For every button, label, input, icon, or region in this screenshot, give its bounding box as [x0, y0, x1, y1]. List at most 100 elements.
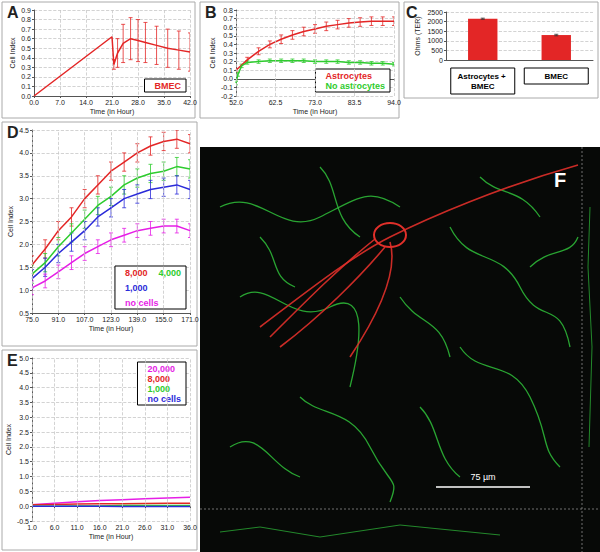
svg-text:20,000: 20,000: [147, 364, 175, 374]
svg-text:4.5: 4.5: [19, 127, 29, 134]
svg-text:1,000: 1,000: [125, 283, 148, 293]
svg-text:1,000: 1,000: [147, 384, 170, 394]
svg-text:0.7: 0.7: [223, 15, 233, 22]
svg-text:Time (in Hour): Time (in Hour): [293, 108, 337, 116]
svg-text:0: 0: [439, 57, 443, 64]
svg-text:28.0: 28.0: [131, 99, 145, 106]
svg-text:21.0: 21.0: [115, 524, 129, 531]
svg-text:4.0: 4.0: [19, 384, 29, 391]
svg-text:1000: 1000: [427, 37, 443, 44]
svg-text:0.6: 0.6: [223, 24, 233, 31]
svg-text:11.0: 11.0: [71, 524, 84, 531]
svg-text:155.0: 155.0: [155, 316, 173, 323]
svg-text:16.0: 16.0: [93, 524, 107, 531]
svg-text:Cell Index: Cell Index: [9, 37, 16, 69]
svg-text:500: 500: [431, 47, 443, 54]
svg-text:42.0: 42.0: [183, 99, 197, 106]
svg-text:3.0: 3.0: [19, 414, 29, 421]
svg-text:0.7: 0.7: [21, 26, 31, 33]
svg-text:2.0: 2.0: [19, 443, 29, 450]
svg-text:75.0: 75.0: [25, 316, 39, 323]
svg-text:36.0: 36.0: [183, 524, 197, 531]
svg-text:no cells: no cells: [125, 298, 159, 308]
svg-text:1.0: 1.0: [19, 287, 29, 294]
svg-text:8,000: 8,000: [147, 374, 170, 384]
svg-text:7.0: 7.0: [55, 99, 65, 106]
svg-text:91.0: 91.0: [52, 316, 66, 323]
svg-text:107.0: 107.0: [76, 316, 94, 323]
svg-text:0.4: 0.4: [223, 41, 233, 48]
svg-text:BMEC: BMEC: [544, 72, 568, 81]
svg-text:A: A: [7, 4, 19, 21]
svg-text:5.0: 5.0: [19, 355, 29, 362]
svg-text:Cell Index: Cell Index: [209, 37, 216, 69]
svg-text:0.5: 0.5: [223, 32, 233, 39]
svg-text:Astrocytes +: Astrocytes +: [458, 72, 508, 81]
svg-text:8,000: 8,000: [125, 268, 148, 278]
svg-text:1.5: 1.5: [19, 264, 29, 271]
svg-text:21.0: 21.0: [105, 99, 119, 106]
svg-text:2500: 2500: [427, 9, 443, 16]
svg-text:171.0: 171.0: [181, 316, 199, 323]
svg-text:0.1: 0.1: [21, 83, 31, 90]
svg-text:14.0: 14.0: [79, 99, 93, 106]
svg-text:1.5: 1.5: [19, 458, 29, 465]
svg-text:139.0: 139.0: [129, 316, 147, 323]
svg-text:Time (in Hour): Time (in Hour): [90, 108, 134, 116]
svg-text:0.0: 0.0: [29, 99, 39, 106]
svg-text:31.0: 31.0: [161, 524, 175, 531]
svg-text:4,000: 4,000: [158, 268, 181, 278]
svg-text:94.0: 94.0: [387, 99, 401, 106]
svg-text:0.0: 0.0: [19, 503, 29, 510]
svg-text:0.3: 0.3: [223, 50, 233, 57]
svg-text:1.0: 1.0: [27, 524, 37, 531]
svg-text:3.5: 3.5: [19, 399, 29, 406]
svg-text:0.9: 0.9: [21, 7, 31, 14]
svg-text:no cells: no cells: [147, 394, 181, 404]
svg-text:0.0: 0.0: [223, 75, 233, 82]
svg-text:Time (in Hour): Time (in Hour): [89, 533, 133, 541]
svg-text:E: E: [7, 352, 18, 369]
svg-text:Cell Index: Cell Index: [7, 205, 14, 237]
svg-text:-0.1: -0.1: [221, 84, 233, 91]
svg-text:123.0: 123.0: [102, 316, 120, 323]
svg-text:B: B: [205, 4, 217, 21]
svg-text:0.2: 0.2: [21, 73, 31, 80]
svg-text:Time (in Hour): Time (in Hour): [89, 325, 133, 333]
svg-text:35.0: 35.0: [157, 99, 171, 106]
svg-text:83.5: 83.5: [348, 99, 362, 106]
svg-text:3.0: 3.0: [19, 195, 29, 202]
svg-text:Cell Index: Cell Index: [5, 423, 12, 455]
svg-text:C: C: [406, 4, 418, 21]
svg-text:No astrocytes: No astrocytes: [325, 81, 385, 91]
svg-text:3.5: 3.5: [19, 172, 29, 179]
svg-text:0.5: 0.5: [19, 488, 29, 495]
svg-text:D: D: [7, 124, 19, 141]
svg-text:BMEC: BMEC: [155, 81, 182, 91]
svg-text:0.1: 0.1: [223, 67, 233, 74]
svg-text:0.8: 0.8: [21, 16, 31, 23]
svg-text:2.5: 2.5: [19, 218, 29, 225]
svg-text:0.5: 0.5: [21, 45, 31, 52]
svg-text:BMEC: BMEC: [471, 82, 495, 91]
svg-text:52.0: 52.0: [229, 99, 243, 106]
svg-text:26.0: 26.0: [138, 524, 152, 531]
svg-text:2000: 2000: [427, 18, 443, 25]
svg-text:4.0: 4.0: [19, 149, 29, 156]
svg-text:6.0: 6.0: [50, 524, 60, 531]
svg-text:2.5: 2.5: [19, 429, 29, 436]
svg-text:4.5: 4.5: [19, 369, 29, 376]
svg-text:F: F: [554, 169, 566, 191]
svg-text:75 µm: 75 µm: [470, 472, 495, 482]
svg-text:1.0: 1.0: [19, 473, 29, 480]
svg-text:73.0: 73.0: [308, 99, 322, 106]
svg-text:1500: 1500: [427, 28, 443, 35]
svg-text:Astrocytes: Astrocytes: [325, 71, 372, 81]
svg-text:62.5: 62.5: [269, 99, 283, 106]
svg-text:0.8: 0.8: [223, 7, 233, 14]
svg-text:0.6: 0.6: [21, 35, 31, 42]
svg-text:2.0: 2.0: [19, 241, 29, 248]
svg-text:0.4: 0.4: [21, 54, 31, 61]
svg-text:0.2: 0.2: [223, 58, 233, 65]
svg-text:0.3: 0.3: [21, 64, 31, 71]
